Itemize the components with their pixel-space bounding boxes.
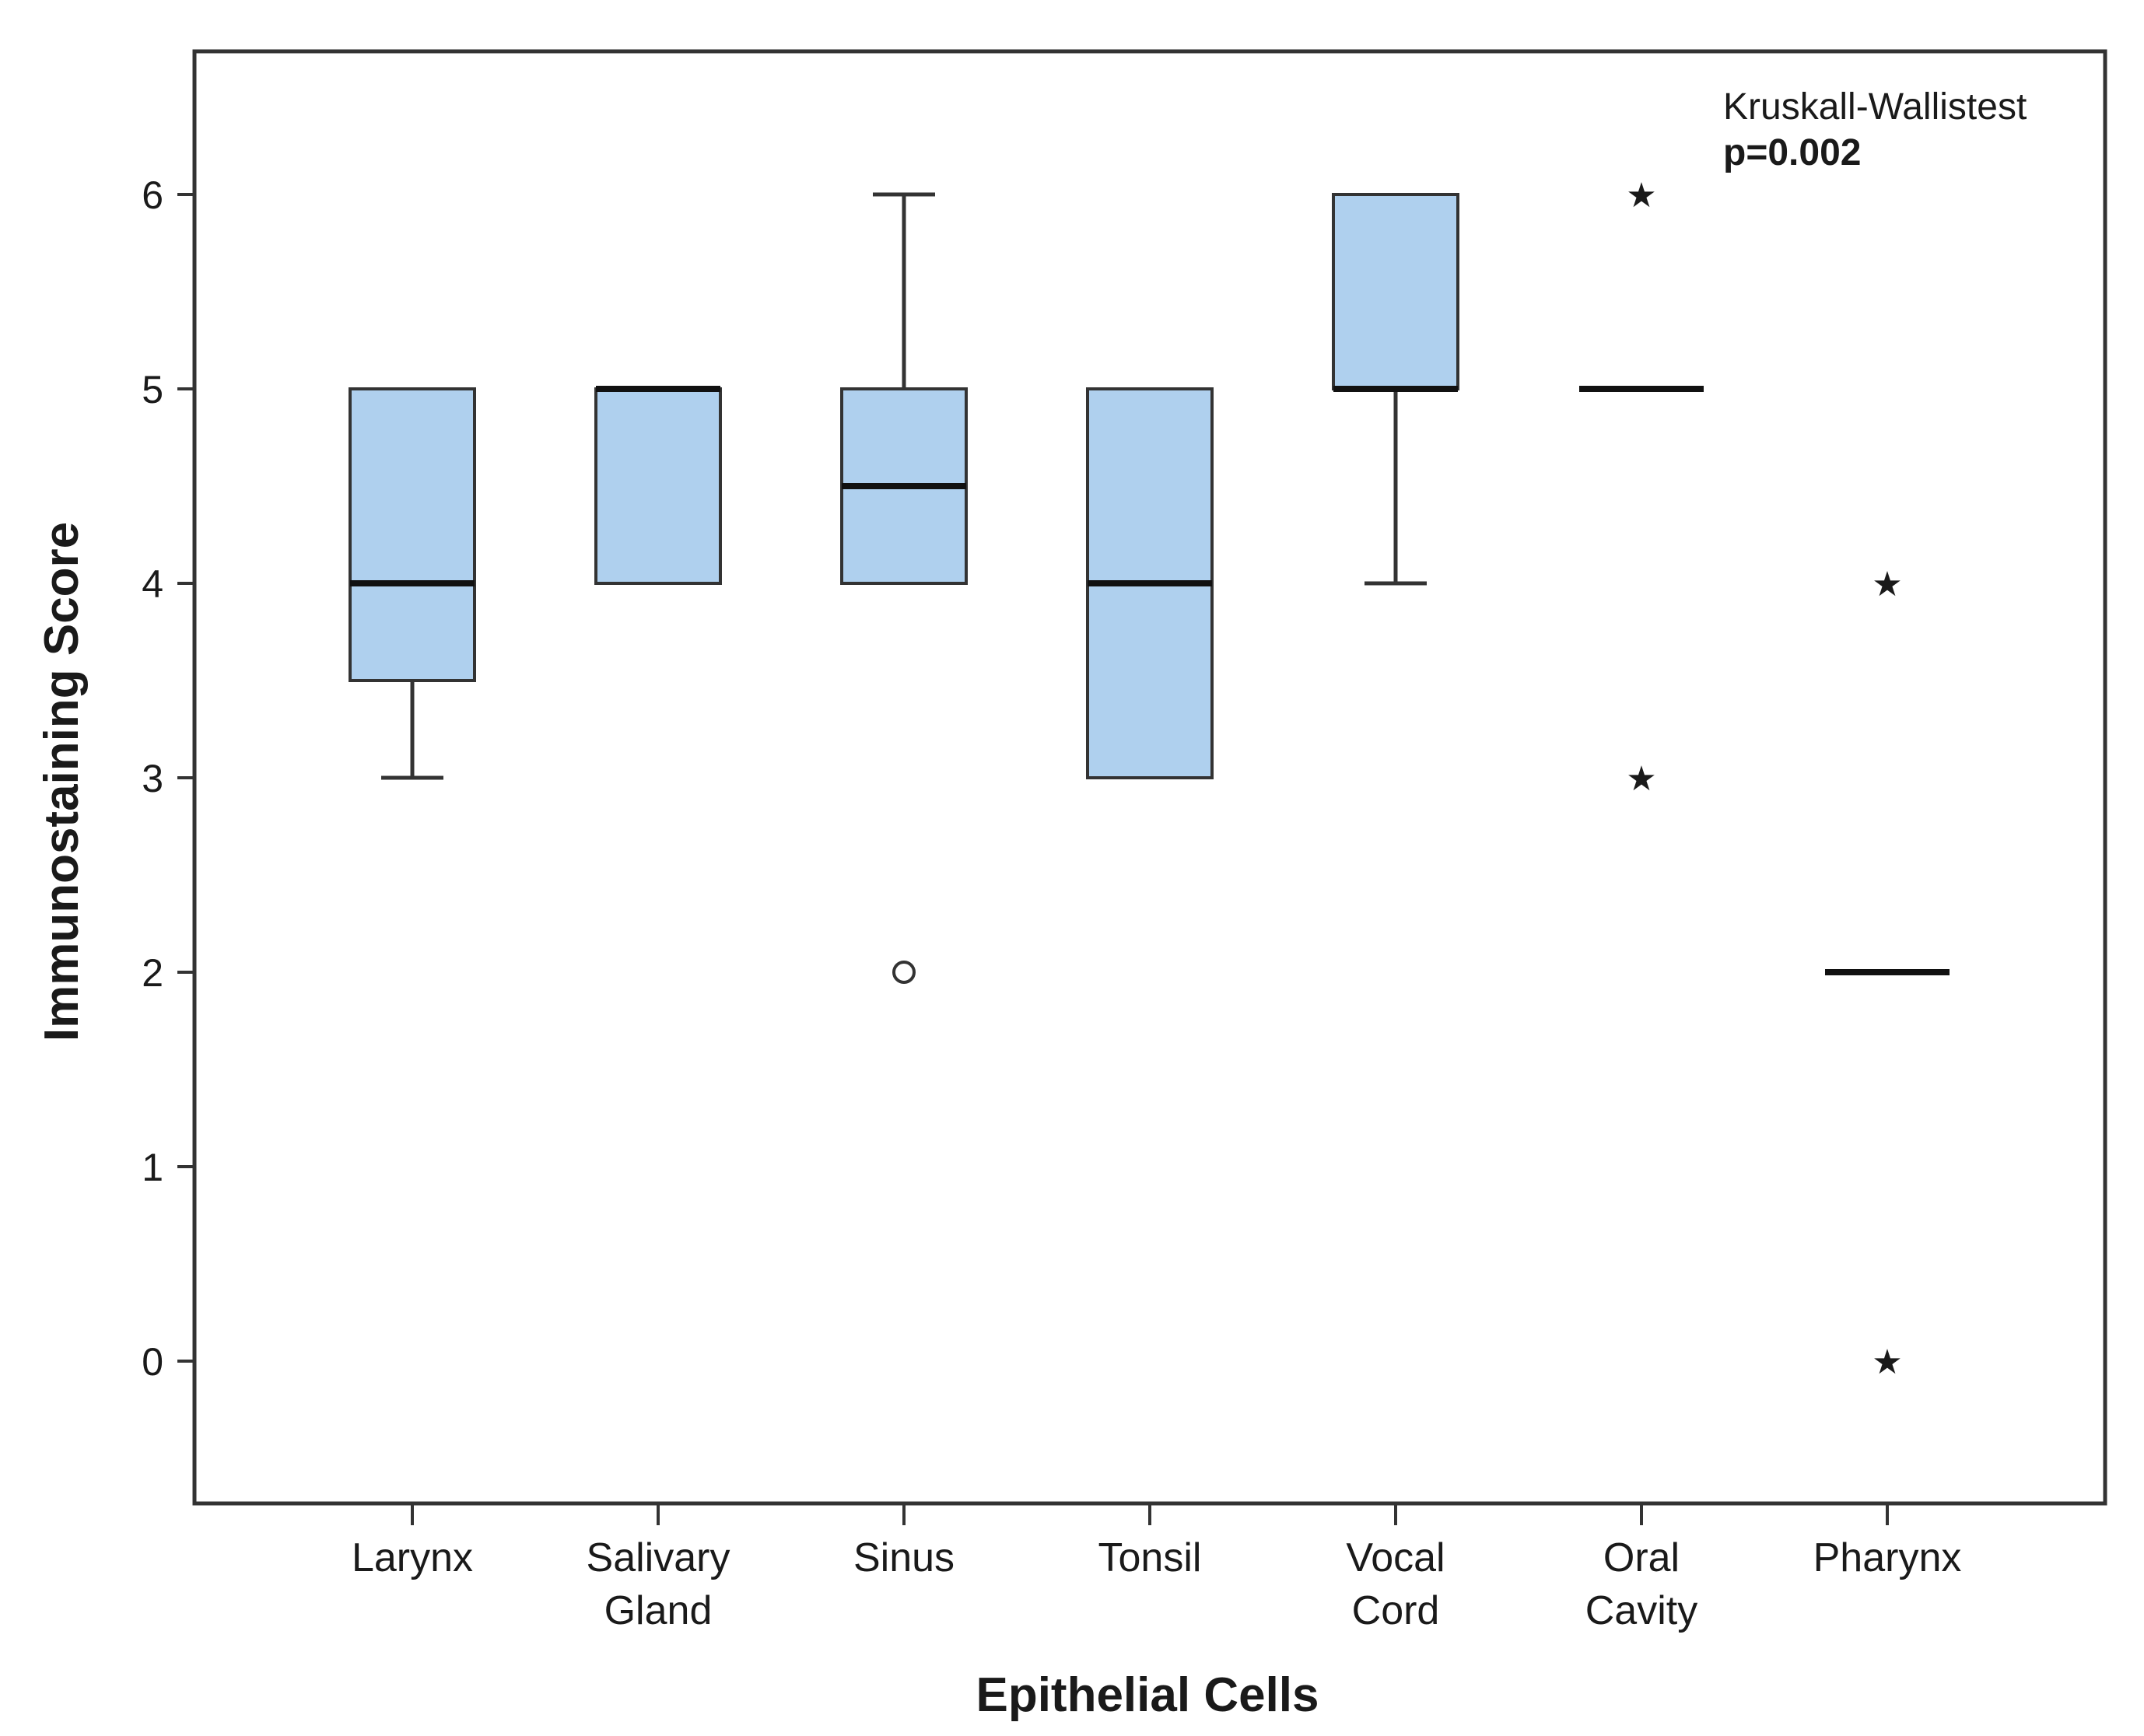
x-tick-label-line: Vocal (1346, 1535, 1445, 1580)
x-tick-label-line: Oral (1603, 1535, 1680, 1580)
x-axis: Larynx Salivary Gland Sinus Tonsil Vocal Cord O… (352, 1503, 1961, 1633)
x-tick-label: Sinus (853, 1535, 955, 1580)
x-tick-label-line: Sinus (853, 1535, 955, 1580)
box-group: ★★ (1825, 565, 1950, 1381)
box-group (840, 192, 968, 984)
outlier-point (892, 961, 916, 984)
box-group (1086, 387, 1214, 779)
box-group (349, 387, 476, 780)
test-annotation: Kruskall-Wallistest (1723, 86, 2027, 128)
y-tick-label: 4 (142, 562, 163, 606)
box-group (1332, 193, 1459, 586)
box (594, 387, 722, 585)
x-tick-label: Larynx (352, 1535, 473, 1580)
box-group: ★★ (1579, 177, 1704, 798)
y-tick-label: 0 (142, 1340, 163, 1384)
x-tick-label-line: Salivary (587, 1535, 730, 1580)
x-tick-label: Tonsil (1098, 1535, 1202, 1580)
extreme-point: ★ (1626, 760, 1656, 798)
box-group (594, 386, 722, 585)
x-tick-label-line: Larynx (352, 1535, 473, 1580)
extreme-point: ★ (1872, 565, 1902, 604)
x-tick-label: Vocal Cord (1346, 1535, 1445, 1633)
y-tick-label: 2 (142, 951, 163, 995)
extreme-point: ★ (1626, 177, 1656, 215)
x-tick-label: Salivary Gland (587, 1535, 730, 1633)
y-axis-title: Immunostaining Score (35, 522, 89, 1041)
box-series: ★★★★ (349, 177, 1950, 1381)
y-tick-label: 1 (142, 1146, 163, 1189)
x-tick-label-line: Cord (1352, 1588, 1440, 1633)
y-axis: 0 1 2 3 4 5 6 (142, 173, 194, 1384)
x-axis-title: Epithelial Cells (976, 1668, 1319, 1722)
x-tick-label-line: Cavity (1585, 1588, 1697, 1633)
x-tick-label: Oral Cavity (1585, 1535, 1697, 1633)
p-value-annotation: p=0.002 (1723, 132, 1861, 173)
x-tick-label-line: Gland (604, 1588, 713, 1633)
x-tick-label-line: Tonsil (1098, 1535, 1202, 1580)
y-tick-label: 5 (142, 368, 163, 411)
box (349, 387, 476, 682)
x-tick-label: Pharynx (1813, 1535, 1962, 1580)
extreme-point: ★ (1872, 1343, 1902, 1381)
box (1332, 193, 1459, 390)
x-tick-label-line: Pharynx (1813, 1535, 1962, 1580)
y-tick-label: 3 (142, 757, 163, 800)
y-tick-label: 6 (142, 173, 163, 217)
